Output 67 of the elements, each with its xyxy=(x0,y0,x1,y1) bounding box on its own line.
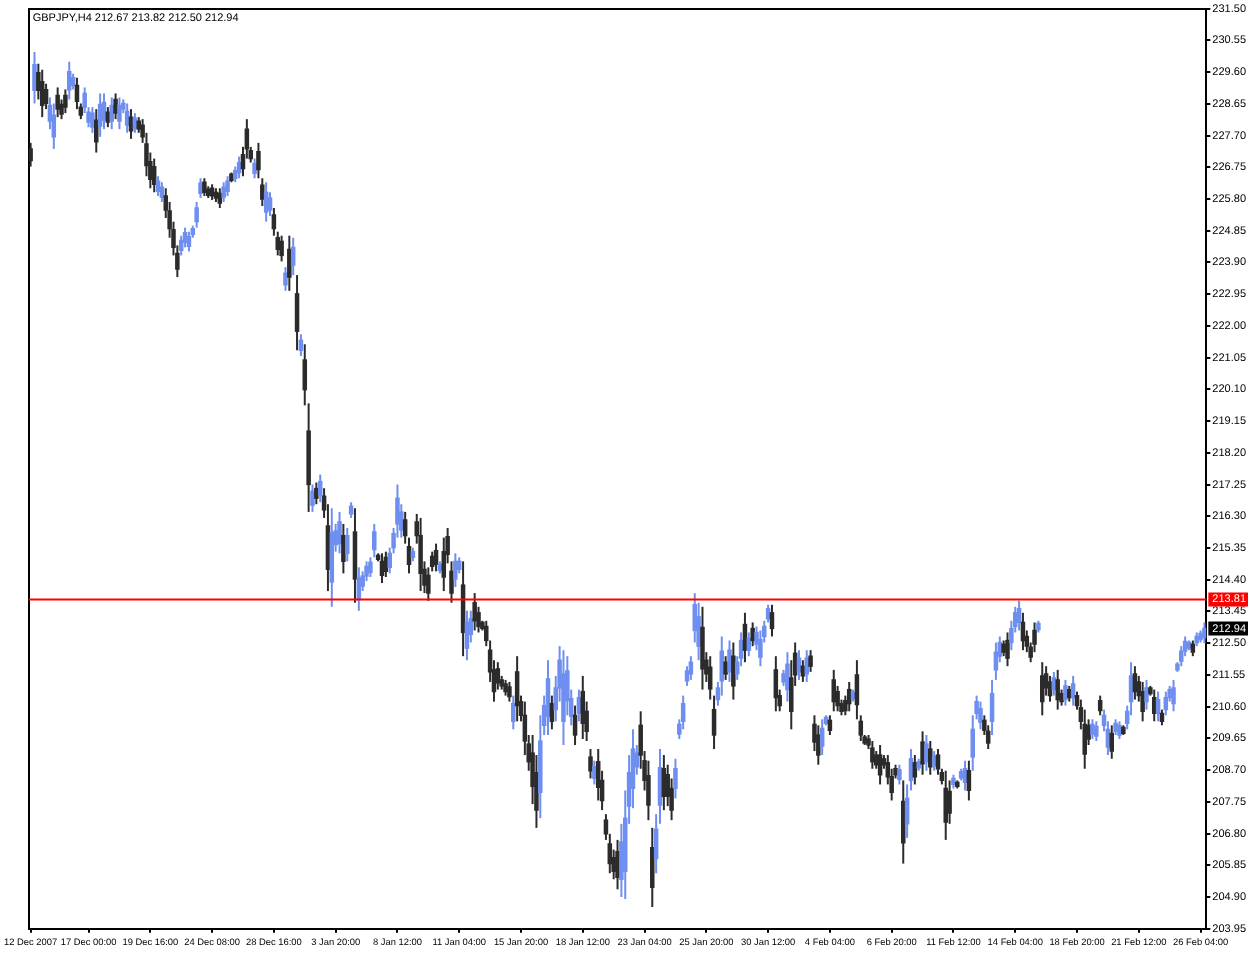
candlestick xyxy=(785,651,790,703)
candlestick xyxy=(372,522,377,559)
candlestick xyxy=(225,175,230,197)
candlestick xyxy=(283,266,288,292)
candlestick xyxy=(978,700,983,731)
candlestick xyxy=(117,96,122,131)
candlestick xyxy=(928,740,933,776)
candlestick xyxy=(310,483,315,513)
candlestick xyxy=(1040,661,1045,717)
candlestick xyxy=(368,556,373,579)
candlestick xyxy=(1171,678,1176,713)
candlestick xyxy=(364,560,369,583)
candlestick xyxy=(831,668,837,713)
candlestick xyxy=(124,102,130,134)
candlestick xyxy=(1144,678,1149,711)
candlestick xyxy=(256,141,261,180)
candlestick xyxy=(341,522,346,575)
candlestick xyxy=(511,694,516,731)
candlestick xyxy=(723,655,728,681)
candlestick xyxy=(252,157,257,180)
candlestick xyxy=(646,759,651,822)
candlestick xyxy=(418,516,423,593)
candlestick xyxy=(314,481,319,506)
candlestick xyxy=(66,60,72,101)
candlestick xyxy=(1063,678,1068,707)
candlestick xyxy=(758,629,763,668)
candlestick xyxy=(920,730,925,776)
candlestick xyxy=(897,763,902,786)
candlestick xyxy=(453,552,458,589)
candlestick xyxy=(472,592,477,632)
candlestick xyxy=(221,181,226,203)
candlestick xyxy=(700,605,705,691)
candlestick xyxy=(588,748,593,780)
candlestick xyxy=(113,92,118,121)
candlestick xyxy=(673,757,678,800)
candlestick xyxy=(1202,621,1207,645)
candlestick xyxy=(109,96,114,131)
candlestick xyxy=(1055,668,1060,711)
candlestick xyxy=(731,641,736,701)
candlestick xyxy=(943,769,948,841)
candlestick xyxy=(260,177,265,207)
candlestick xyxy=(287,234,292,292)
candlestick xyxy=(344,526,350,563)
candlestick xyxy=(1090,718,1095,741)
candlestick xyxy=(1094,720,1099,743)
candlestick xyxy=(90,106,95,134)
candlestick xyxy=(650,826,655,909)
candlestick xyxy=(727,639,732,683)
candlestick xyxy=(1005,631,1010,668)
candlestick xyxy=(1140,680,1145,723)
candlestick xyxy=(1109,724,1115,760)
candlestick xyxy=(1082,708,1087,770)
candlestick xyxy=(750,621,755,648)
candlestick xyxy=(870,740,875,770)
candlestick xyxy=(51,102,57,150)
candlestick xyxy=(55,86,60,119)
candlestick xyxy=(28,141,33,168)
candlestick xyxy=(1032,621,1037,654)
candlestick xyxy=(804,649,809,683)
candlestick xyxy=(900,779,906,865)
candlestick xyxy=(696,601,701,662)
candlestick xyxy=(924,734,929,772)
candlestick xyxy=(94,108,99,154)
candlestick xyxy=(337,510,342,555)
candlestick xyxy=(32,51,37,105)
candlestick xyxy=(63,88,68,115)
candlestick xyxy=(808,649,813,673)
